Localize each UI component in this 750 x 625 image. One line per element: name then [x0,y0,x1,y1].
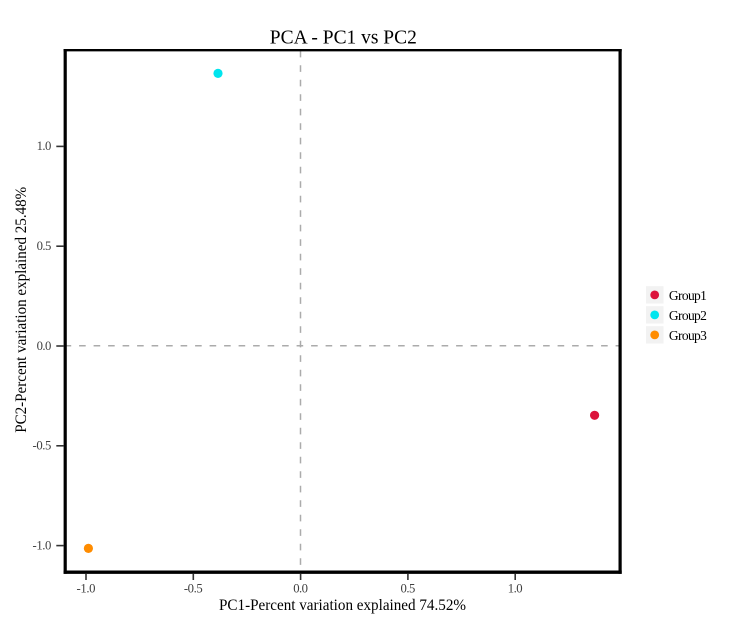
svg-text:0.0: 0.0 [37,339,52,353]
svg-text:1.0: 1.0 [508,581,523,595]
svg-text:0.0: 0.0 [293,581,308,595]
svg-text:Group3: Group3 [669,328,707,343]
svg-text:PCA - PC1 vs PC2: PCA - PC1 vs PC2 [270,27,417,49]
svg-text:1.0: 1.0 [37,139,52,153]
svg-text:PC1-Percent variation explaine: PC1-Percent variation explained 74.52% [219,595,466,614]
svg-text:-0.5: -0.5 [184,581,203,595]
svg-text:PC2-Percent variation explaine: PC2-Percent variation explained 25.48% [11,187,30,433]
svg-text:-1.0: -1.0 [77,581,96,595]
svg-text:-0.5: -0.5 [33,439,52,453]
svg-text:Group1: Group1 [669,288,707,303]
svg-text:-1.0: -1.0 [33,538,52,552]
svg-text:Group2: Group2 [669,308,707,323]
svg-text:0.5: 0.5 [401,581,416,595]
svg-text:0.5: 0.5 [37,239,52,253]
